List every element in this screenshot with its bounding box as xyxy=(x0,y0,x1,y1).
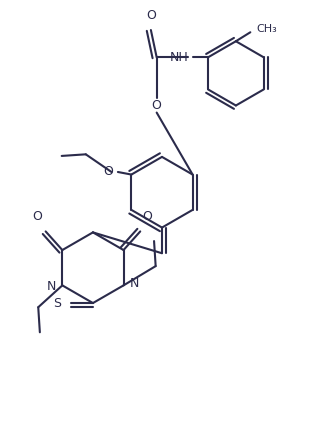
Text: O: O xyxy=(142,210,152,223)
Text: NH: NH xyxy=(170,51,189,64)
Text: S: S xyxy=(53,297,62,310)
Text: N: N xyxy=(47,280,56,294)
Text: CH₃: CH₃ xyxy=(257,24,278,34)
Text: O: O xyxy=(146,9,156,22)
Text: O: O xyxy=(152,99,162,112)
Text: O: O xyxy=(32,210,42,223)
Text: N: N xyxy=(130,277,139,290)
Text: O: O xyxy=(103,165,113,179)
